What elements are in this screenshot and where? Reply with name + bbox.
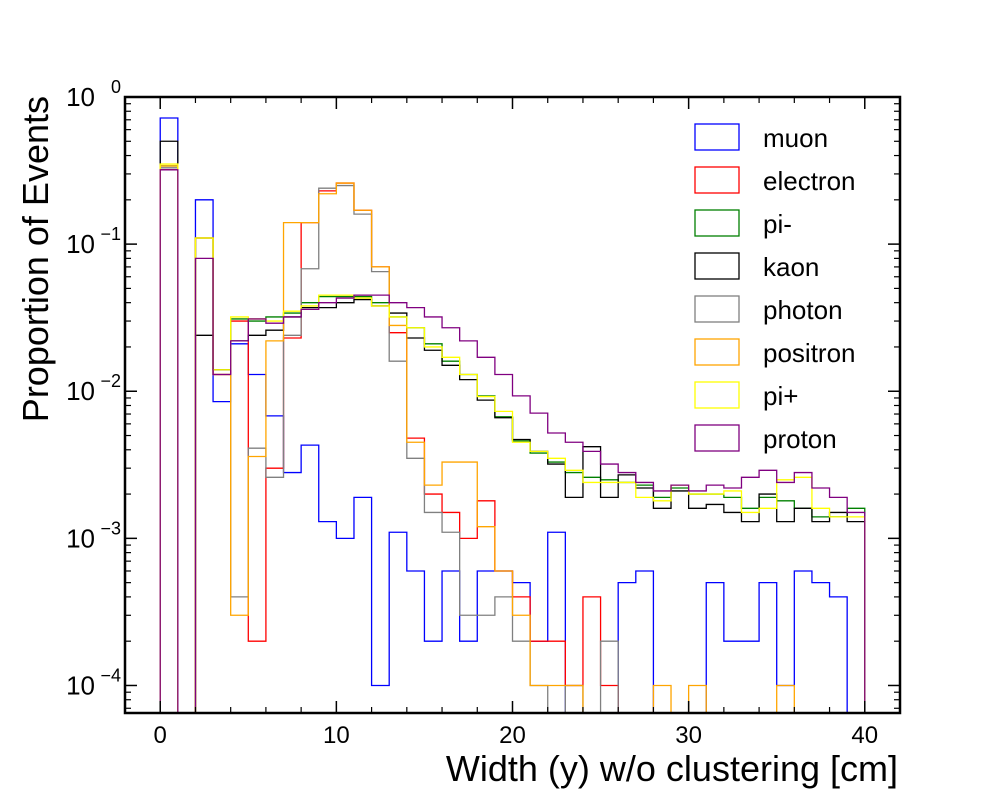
y-tick-label: 10 [66, 229, 95, 259]
series-line-positron [159, 165, 795, 713]
legend: muon electron pi-kaon photon positron pi+ prot… [694, 123, 856, 454]
legend-entry-pi+: pi+ [694, 381, 798, 411]
legend-swatch [694, 123, 740, 151]
legend-label: electron [763, 166, 856, 196]
legend-entry-pi-: pi- [694, 209, 792, 239]
legend-entry-kaon: kaon [694, 252, 819, 282]
y-tick-exponent: −2 [100, 371, 121, 391]
legend-swatch [694, 252, 740, 280]
y-tick-exponent: 0 [111, 77, 121, 97]
legend-label: kaon [763, 252, 819, 282]
legend-swatch [694, 166, 740, 194]
legend-swatch [694, 338, 740, 366]
legend-entry-positron: positron [694, 338, 856, 368]
legend-label: photon [763, 295, 843, 325]
y-tick-exponent: −3 [100, 518, 121, 538]
legend-swatch [694, 295, 740, 323]
series-layer [159, 117, 866, 713]
legend-label: pi+ [763, 381, 798, 411]
y-axis-label: Proportion of Events [15, 96, 56, 422]
legend-swatch [694, 209, 740, 237]
y-tick-label: 10 [66, 82, 95, 112]
y-tick-exponent: −4 [100, 665, 121, 685]
legend-entry-photon: photon [694, 295, 843, 325]
x-tick-label: 30 [675, 722, 702, 749]
legend-label: muon [763, 123, 828, 153]
legend-entry-proton: proton [694, 424, 837, 454]
legend-entry-muon: muon [694, 123, 828, 153]
y-tick-label: 10 [66, 376, 95, 406]
legend-label: proton [763, 424, 837, 454]
legend-label: pi- [763, 209, 792, 239]
x-axis-label: Width (y) w/o clustering [cm] [446, 748, 898, 789]
x-tick-label: 10 [323, 722, 350, 749]
series-line-photon [159, 167, 619, 713]
y-tick-label: 10 [66, 670, 95, 700]
y-tick-label: 10 [66, 523, 95, 553]
x-tick-label: 0 [154, 722, 167, 749]
series-line-proton [159, 169, 866, 713]
legend-swatch [694, 381, 740, 409]
legend-entry-electron: electron [694, 166, 856, 196]
y-tick-exponent: −1 [100, 224, 121, 244]
legend-swatch [694, 424, 740, 452]
x-tick-label: 20 [499, 722, 526, 749]
legend-label: positron [763, 338, 856, 368]
x-tick-label: 40 [851, 722, 878, 749]
